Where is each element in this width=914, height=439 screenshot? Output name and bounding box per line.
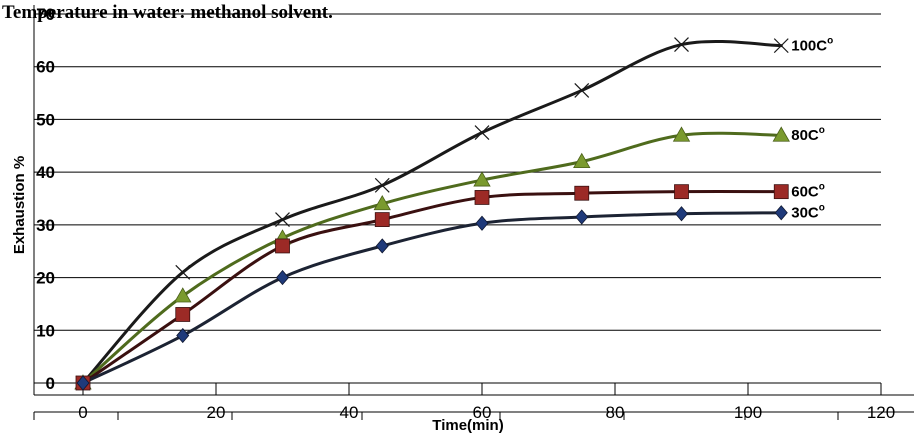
data-point-x-marker xyxy=(374,177,390,193)
data-point-x-marker xyxy=(275,212,290,228)
data-point-square xyxy=(374,212,390,227)
series-label-80C: 80Co xyxy=(791,125,825,144)
data-point-diamond xyxy=(774,205,788,221)
x-tick-label: 0 xyxy=(78,403,87,422)
y-tick-label: 0 xyxy=(46,374,55,393)
data-point-stroke xyxy=(374,177,390,193)
y-tick-label: 60 xyxy=(36,58,55,77)
data-point-stroke xyxy=(175,264,191,280)
axes xyxy=(33,5,914,420)
data-point-x-marker xyxy=(175,264,191,280)
x-tick-label: 120 xyxy=(867,403,895,422)
data-point-square xyxy=(674,184,689,200)
data-point-stroke xyxy=(574,83,590,98)
data-point-stroke xyxy=(674,37,689,52)
data-point-diamond xyxy=(475,215,489,231)
x-axis-title: Time(min) xyxy=(432,417,503,434)
data-point-square xyxy=(773,184,789,200)
tick-labels: 0 10 20 30 40 50 60 70 0 20 40 60 80 100 120 xyxy=(36,5,895,422)
data-point-triangle xyxy=(573,152,591,169)
data-point-stroke xyxy=(275,212,290,228)
y-axis-title: Exhaustion % xyxy=(11,156,28,254)
data-point-stroke xyxy=(773,38,789,54)
data-point-diamond xyxy=(674,206,689,222)
y-tick-label: 20 xyxy=(36,269,55,288)
data-point-triangle xyxy=(772,126,790,142)
data-point-x-marker xyxy=(773,38,789,54)
data-point-diamond xyxy=(76,375,90,391)
data-point-x-marker xyxy=(674,37,689,52)
series-line-80C xyxy=(81,131,783,385)
data-point-diamond xyxy=(275,269,290,286)
data-point-stroke xyxy=(474,125,490,141)
y-tick-label: 10 xyxy=(36,321,55,340)
data-point-triangle xyxy=(672,126,691,142)
series-markers xyxy=(74,37,790,391)
gridlines xyxy=(34,13,881,384)
x-tick-label: 100 xyxy=(734,403,762,422)
y-tick-label: 30 xyxy=(36,216,55,235)
data-point-diamond xyxy=(575,209,589,225)
data-point-square xyxy=(574,185,590,201)
series-line-30C xyxy=(81,211,783,385)
data-point-square xyxy=(275,238,290,254)
y-tick-label: 40 xyxy=(36,163,55,182)
x-tick-label: 20 xyxy=(207,403,226,422)
series-label-30C: 30Co xyxy=(791,203,825,222)
series-label-60C: 60Co xyxy=(791,182,825,201)
data-point-x-marker xyxy=(574,83,590,98)
x-tick-label: 80 xyxy=(606,403,625,422)
data-point-triangle xyxy=(473,171,491,187)
y-tick-label: 70 xyxy=(36,5,55,24)
x-tick-label: 40 xyxy=(340,403,359,422)
data-point-triangle xyxy=(174,287,192,303)
chart-heading: Temperature in water: methanol solvent. xyxy=(2,2,333,23)
data-point-diamond xyxy=(176,327,190,344)
data-point-square xyxy=(474,190,490,205)
series-line-60C xyxy=(81,190,783,385)
series-labels: 100Co 80Co 60Co 30Co xyxy=(791,36,833,222)
data-point-x-marker xyxy=(474,125,490,141)
data-point-square xyxy=(175,307,191,322)
series-label-100C: 100Co xyxy=(791,36,833,55)
x-tick-label: 60 xyxy=(473,403,492,422)
y-tick-label: 50 xyxy=(36,110,55,129)
data-point-triangle xyxy=(373,194,391,211)
data-point-diamond xyxy=(375,238,389,254)
